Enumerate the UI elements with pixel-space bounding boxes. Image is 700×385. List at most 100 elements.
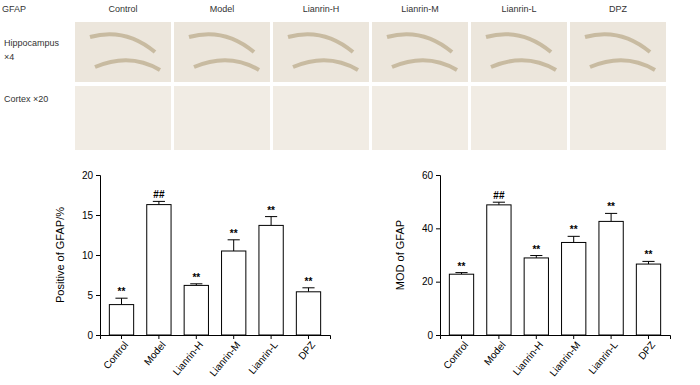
micrograph-panel (570, 22, 666, 82)
error-bar (605, 213, 617, 221)
significance-label: ** (305, 276, 313, 287)
micrograph-background (273, 22, 369, 82)
error-cap (493, 202, 505, 203)
micrograph-panel (174, 86, 270, 150)
micrograph-background (75, 22, 171, 82)
micrograph-panel (372, 22, 468, 82)
significance-label: ## (153, 189, 165, 200)
tick-mark (121, 335, 122, 339)
bar-chart: **##********0204060ControlModelLianrin-H… (394, 170, 671, 379)
significance-label: ** (570, 224, 578, 235)
micrograph-background (570, 86, 666, 150)
x-tick: Control (101, 335, 130, 371)
tick-label: 0 (427, 330, 433, 341)
y-tick: 0 (87, 330, 100, 341)
tick-mark (573, 335, 574, 339)
tick-label: 0 (87, 330, 93, 341)
error-cap (530, 255, 542, 256)
micrograph-background (372, 86, 468, 150)
error-cap (228, 239, 240, 240)
significance-label: ** (645, 249, 653, 260)
bar (259, 225, 283, 335)
tick-label: Model (482, 339, 508, 367)
tick-mark (436, 228, 440, 229)
error-bar (265, 217, 277, 226)
tick-mark (158, 335, 159, 339)
error-stem (611, 213, 612, 221)
bar (296, 292, 320, 335)
y-tick: 20 (422, 276, 440, 287)
column-label: Model (210, 4, 235, 14)
x-tick: Lianrin-H (511, 335, 546, 377)
tick-label: 20 (82, 170, 94, 181)
y-tick: 5 (87, 290, 100, 301)
axis-line (441, 336, 671, 340)
column-label: Lianrin-H (303, 4, 340, 14)
column-label: Lianrin-M (401, 4, 439, 14)
x-tick: Lianrin-L (246, 335, 280, 376)
significance-label: ** (458, 261, 466, 272)
micrograph-panel (471, 86, 567, 150)
tick-label: Model (142, 339, 168, 367)
tick-mark (648, 335, 649, 339)
error-stem (573, 236, 574, 242)
error-bar (568, 236, 580, 242)
micrograph-background (471, 86, 567, 150)
error-bar (115, 298, 127, 304)
tick-mark (436, 335, 440, 336)
error-stem (121, 298, 122, 304)
x-axis: ControlModelLianrin-HLianrin-MLianrin-LD… (441, 335, 671, 378)
x-tick: Lianrin-M (547, 335, 582, 378)
error-cap (642, 261, 654, 262)
axis-line (436, 176, 441, 336)
y-tick: 10 (82, 250, 100, 261)
bar (487, 205, 511, 335)
x-tick: DPZ (636, 335, 657, 362)
figure: GFAPControlModelLianrin-HLianrin-MLianri… (0, 0, 700, 385)
x-tick: DPZ (296, 335, 317, 362)
tick-label: DPZ (636, 339, 657, 361)
x-tick: Lianrin-H (171, 335, 206, 377)
significance-label: ** (267, 205, 275, 216)
micrograph-background (372, 22, 468, 82)
y-axis-title: MOD of GFAP (394, 220, 406, 290)
tick-label: 10 (82, 250, 94, 261)
bar (222, 251, 246, 335)
tick-label: 15 (82, 210, 94, 221)
micrograph-background (174, 22, 270, 82)
x-tick: Lianrin-M (207, 335, 242, 378)
error-cap (115, 298, 127, 299)
error-stem (271, 217, 272, 226)
plot-area (449, 202, 660, 335)
row-label: ×4 (4, 52, 14, 62)
tick-mark (96, 295, 100, 296)
micrograph-panel (273, 86, 369, 150)
bar-chart: **##********05101520ControlModelLianrin-… (54, 170, 331, 379)
micrograph-background (570, 22, 666, 82)
micrograph-panel (75, 22, 171, 82)
bar (109, 305, 133, 335)
stain-label: GFAP (2, 4, 26, 14)
tick-mark (271, 335, 272, 339)
tissue-structure (90, 34, 160, 70)
tick-label: Lianrin-H (171, 339, 206, 377)
bar (599, 221, 623, 335)
micrograph-background (471, 22, 567, 82)
y-tick: 40 (422, 223, 440, 234)
x-axis: Control ModelLianrin-HLianrin-MLianrin-L D… (101, 335, 331, 378)
significance-label: ** (230, 228, 238, 239)
y-tick: 20 (82, 170, 100, 181)
y-axis: 0 5 10 15 20 (82, 170, 101, 341)
tick-mark (498, 335, 499, 339)
bar (449, 274, 473, 335)
tick-mark (96, 175, 100, 176)
y-tick: 0 (427, 330, 440, 341)
x-tick: Model (482, 335, 508, 367)
plot-area (109, 201, 320, 335)
column-label: Control (108, 4, 137, 14)
micrograph-panel (570, 86, 666, 150)
tick-mark (308, 335, 309, 339)
tick-label: DPZ (296, 339, 317, 361)
y-tick: 15 (82, 210, 100, 221)
significance-label: ## (493, 190, 505, 201)
